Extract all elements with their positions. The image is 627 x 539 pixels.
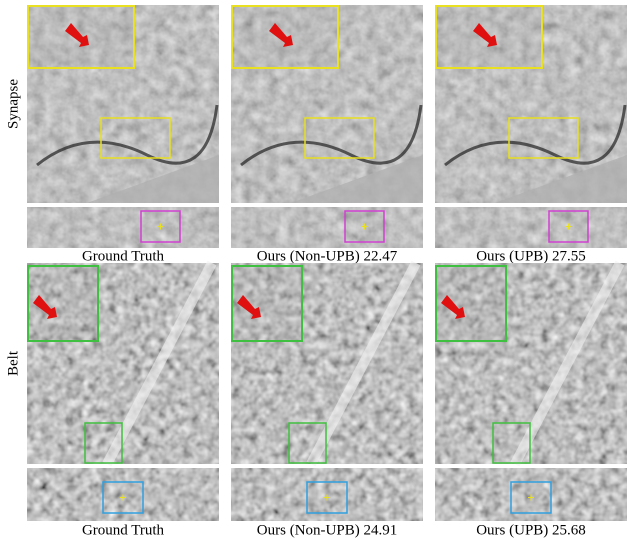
figure: Synapse Ground Truth Ours (Non-UPB) 22.47 O… [0, 0, 627, 539]
caption: Ours (UPB) 27.55 [476, 248, 586, 264]
panel: Ours (Non-UPB) 24.91 [231, 263, 423, 538]
caption: Ours (Non-UPB) 24.91 [257, 522, 397, 538]
caption: Ground Truth [82, 522, 165, 538]
caption: Ours (UPB) 25.68 [476, 522, 586, 538]
row-label: Belt [5, 350, 21, 376]
caption: Ground Truth [82, 248, 165, 264]
strip-texture [231, 207, 423, 248]
panel: Ours (UPB) 27.55 [435, 5, 627, 264]
panel: Ground Truth [27, 263, 219, 538]
panel: Ours (UPB) 25.68 [435, 263, 627, 538]
panel: Ground Truth [27, 5, 219, 264]
strip-texture [27, 207, 219, 248]
strip-texture [435, 207, 627, 248]
row-label: Synapse [5, 79, 21, 129]
panel: Ours (Non-UPB) 22.47 [231, 5, 423, 264]
caption: Ours (Non-UPB) 22.47 [257, 248, 398, 264]
